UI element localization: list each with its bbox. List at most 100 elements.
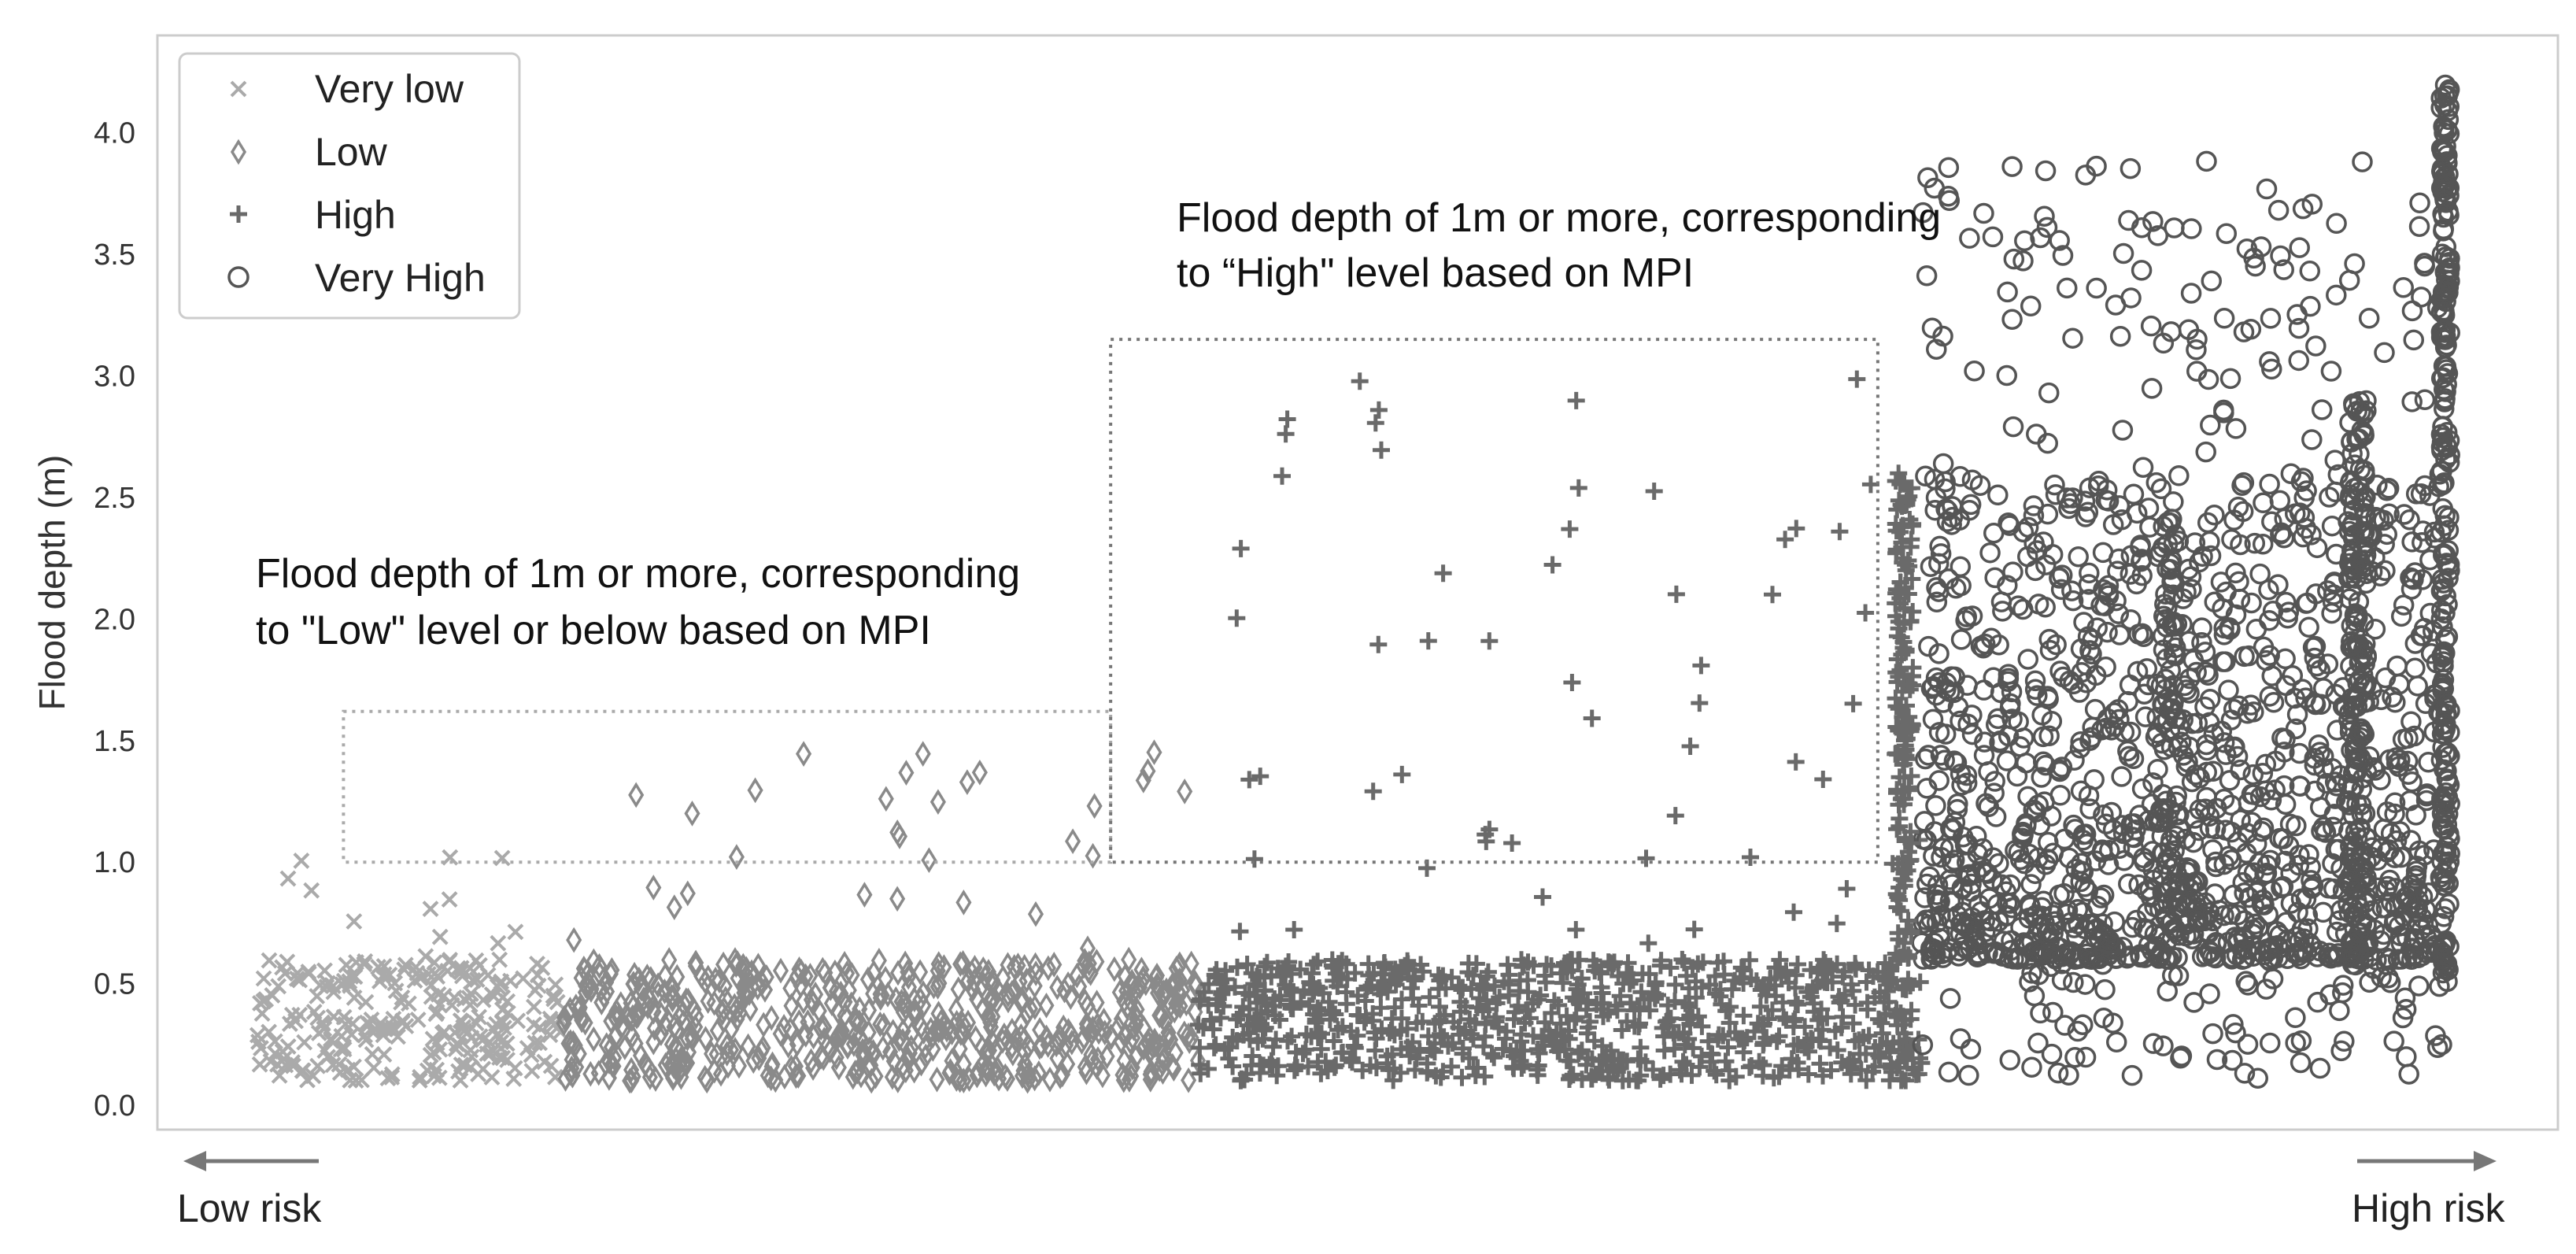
data-point (863, 1067, 880, 1094)
data-point (1003, 1034, 1020, 1060)
data-point (1434, 967, 1452, 985)
data-point (608, 1005, 624, 1032)
data-point (1561, 520, 1579, 538)
data-point (1351, 372, 1369, 390)
data-point (2073, 612, 2094, 633)
data-point (1946, 752, 1968, 774)
data-point (2064, 749, 2085, 771)
data-point (830, 998, 846, 1025)
data-point (661, 947, 678, 973)
data-point (2082, 629, 2103, 650)
data-point (1146, 739, 1162, 766)
data-point (1938, 157, 1960, 179)
data-point (2037, 686, 2059, 707)
data-point (1309, 999, 1327, 1017)
data-point (1961, 723, 1983, 745)
data-point (2389, 749, 2411, 771)
data-point (1558, 963, 1576, 981)
data-point (1321, 1011, 1339, 1029)
data-point (383, 1068, 401, 1086)
data-point (1181, 1067, 1197, 1093)
data-point (2425, 1025, 2446, 1046)
data-point (2021, 1056, 2042, 1078)
data-point (1517, 1002, 1535, 1019)
data-point (2164, 645, 2186, 667)
data-point (2256, 178, 2278, 200)
data-point (494, 1049, 512, 1067)
data-point (626, 961, 643, 988)
data-point (2338, 520, 2360, 542)
data-point (2250, 236, 2272, 257)
data-point (1365, 964, 1383, 982)
high-risk-label: High risk (2352, 1186, 2505, 1230)
data-point (2093, 805, 2114, 826)
data-point (357, 1031, 375, 1049)
data-point (2275, 675, 2297, 697)
data-point (1800, 1042, 1817, 1060)
data-point (1305, 982, 1323, 1000)
data-point (1931, 846, 1952, 868)
data-point (872, 1011, 889, 1038)
data-point (2133, 847, 2154, 869)
data-point (819, 1034, 835, 1060)
data-point (2340, 865, 2361, 886)
legend-marker-very-low (230, 80, 247, 98)
data-point (1251, 768, 1270, 786)
data-point (1000, 982, 1016, 1008)
data-point (2341, 615, 2363, 637)
data-point (2079, 798, 2101, 819)
data-point (2112, 242, 2134, 264)
data-point (1938, 190, 1961, 212)
data-point (1578, 1024, 1596, 1042)
data-point (950, 976, 966, 1003)
data-point (2062, 590, 2084, 612)
data-point (2160, 873, 2182, 895)
data-point (645, 875, 662, 901)
data-point (2309, 940, 2330, 962)
data-point (346, 989, 363, 1006)
data-point (2074, 876, 2096, 897)
data-point (1393, 765, 1411, 783)
data-point (1846, 996, 1865, 1014)
data-point (2097, 708, 2119, 730)
data-point (1577, 1056, 1595, 1074)
data-point (776, 1013, 793, 1040)
data-point (1273, 467, 1291, 485)
data-point (891, 1026, 907, 1052)
data-point (1887, 690, 1905, 708)
data-point (1224, 1057, 1242, 1075)
data-point (1826, 1022, 1844, 1040)
data-point (2345, 748, 2366, 769)
data-point (1038, 1024, 1055, 1051)
data-point (1477, 991, 1495, 1009)
data-point (2245, 913, 2266, 935)
data-point (2375, 954, 2397, 975)
data-point (1694, 953, 1712, 971)
data-point (2162, 584, 2184, 606)
data-point (1129, 1004, 1145, 1030)
data-point (960, 967, 977, 994)
data-point (2248, 917, 2269, 938)
data-point (1950, 629, 1972, 650)
low-risk-arrow (183, 1151, 319, 1171)
data-point (1652, 952, 1670, 970)
data-point (1895, 864, 1913, 882)
data-point (1477, 832, 1495, 850)
data-point (567, 1032, 583, 1059)
data-point (1687, 972, 1705, 990)
data-point (1709, 1030, 1727, 1048)
data-point (2150, 478, 2172, 500)
data-point (1364, 782, 1382, 801)
data-point (852, 1025, 869, 1051)
data-point (1155, 1046, 1172, 1073)
data-point (2075, 654, 2097, 676)
data-point (2267, 199, 2290, 221)
data-point (898, 760, 915, 786)
data-point (2355, 505, 2376, 527)
data-point (1891, 574, 1909, 591)
data-point (1676, 1036, 1694, 1054)
data-point (2409, 192, 2430, 214)
data-point (2321, 515, 2343, 537)
data-point (2273, 259, 2294, 280)
